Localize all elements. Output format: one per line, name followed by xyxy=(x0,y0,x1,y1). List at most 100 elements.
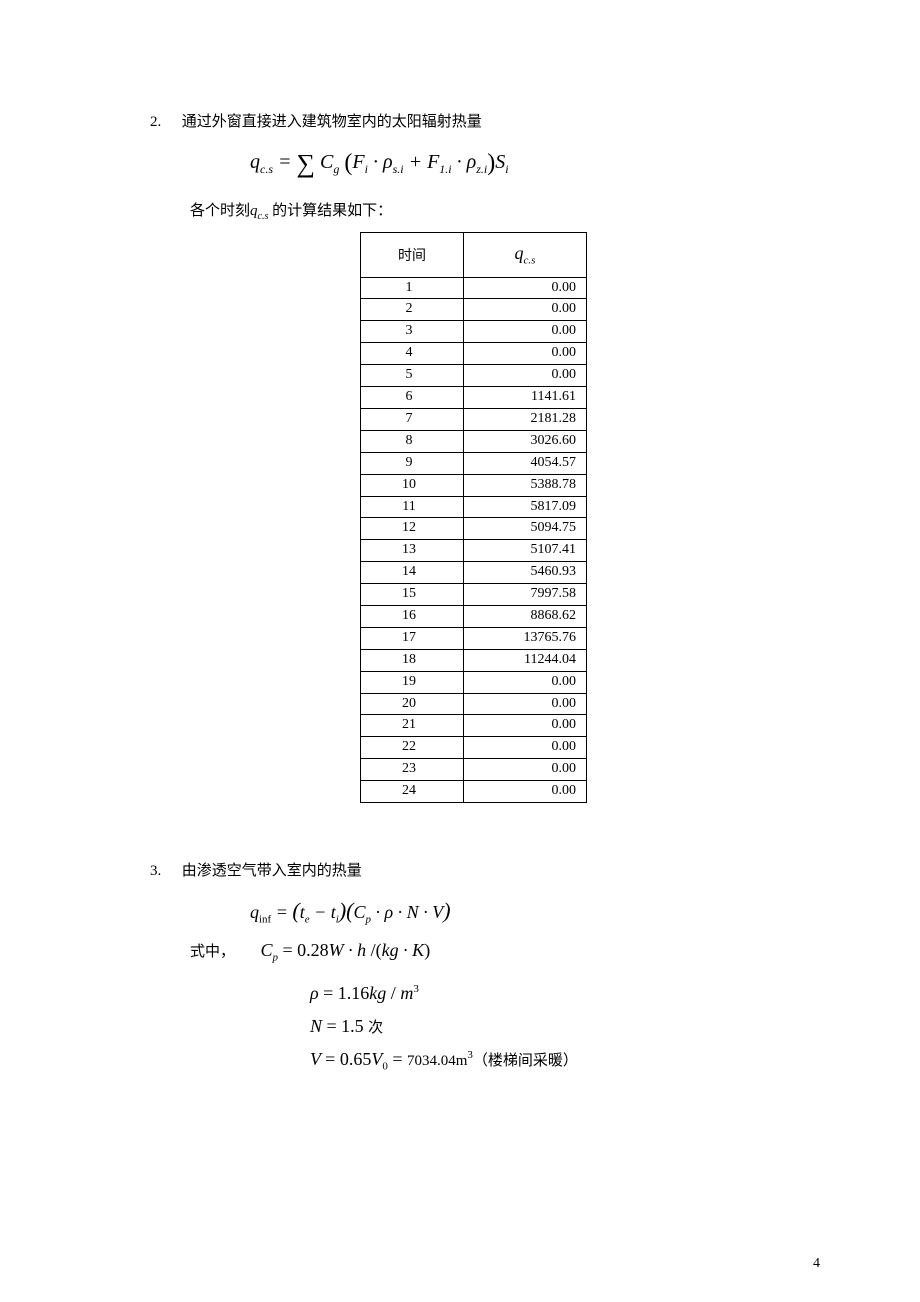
page-number: 4 xyxy=(813,1256,820,1272)
cell-time: 5 xyxy=(361,365,464,387)
cell-value: 5388.78 xyxy=(464,474,587,496)
cell-value: 0.00 xyxy=(464,759,587,781)
col-qcs-header: qc.s xyxy=(464,233,587,278)
cell-time: 17 xyxy=(361,627,464,649)
intro-var-sub: c.s xyxy=(258,211,269,222)
table-row: 61141.61 xyxy=(361,387,587,409)
cell-time: 21 xyxy=(361,715,464,737)
cell-value: 0.00 xyxy=(464,365,587,387)
cell-time: 15 xyxy=(361,584,464,606)
cell-value: 0.00 xyxy=(464,277,587,299)
table-header-row: 时间 qc.s xyxy=(361,233,587,278)
qcs-header-var: q xyxy=(515,243,524,263)
cell-value: 5094.75 xyxy=(464,518,587,540)
cell-time: 22 xyxy=(361,737,464,759)
table-row: 168868.62 xyxy=(361,605,587,627)
section-3-number: 3. xyxy=(150,863,178,880)
table-row: 40.00 xyxy=(361,343,587,365)
table-row: 94054.57 xyxy=(361,452,587,474)
table-row: 115817.09 xyxy=(361,496,587,518)
table-row: 72181.28 xyxy=(361,408,587,430)
table-row: 220.00 xyxy=(361,737,587,759)
cell-time: 10 xyxy=(361,474,464,496)
cell-time: 13 xyxy=(361,540,464,562)
cell-time: 4 xyxy=(361,343,464,365)
cell-value: 0.00 xyxy=(464,737,587,759)
table-row: 157997.58 xyxy=(361,584,587,606)
cell-value: 8868.62 xyxy=(464,605,587,627)
intro-suffix: 的计算结果如下： xyxy=(268,203,392,219)
section-2-heading: 2. 通过外窗直接进入建筑物室内的太阳辐射热量 xyxy=(150,110,820,131)
cell-value: 0.00 xyxy=(464,321,587,343)
cell-value: 4054.57 xyxy=(464,452,587,474)
intro-prefix: 各个时刻 xyxy=(190,203,250,219)
cell-value: 2181.28 xyxy=(464,408,587,430)
section-3-heading: 3. 由渗透空气带入室内的热量 xyxy=(150,859,820,880)
cell-value: 5817.09 xyxy=(464,496,587,518)
table-row: 105388.78 xyxy=(361,474,587,496)
cell-value: 1141.61 xyxy=(464,387,587,409)
section-2-number: 2. xyxy=(150,114,178,131)
cell-value: 0.00 xyxy=(464,671,587,693)
table-row: 1713765.76 xyxy=(361,627,587,649)
cell-value: 7997.58 xyxy=(464,584,587,606)
cell-time: 24 xyxy=(361,781,464,803)
cell-value: 5107.41 xyxy=(464,540,587,562)
cell-time: 2 xyxy=(361,299,464,321)
cell-time: 19 xyxy=(361,671,464,693)
eq-rho: ρ = 1.16kg / m3 xyxy=(310,983,820,1004)
cell-value: 0.00 xyxy=(464,693,587,715)
table-row: 50.00 xyxy=(361,365,587,387)
intro-var: q xyxy=(250,203,258,219)
cell-time: 20 xyxy=(361,693,464,715)
cell-time: 8 xyxy=(361,430,464,452)
eq-cp-line: 式中， Cp = 0.28W · h /(kg · K) xyxy=(190,940,820,964)
cell-value: 5460.93 xyxy=(464,562,587,584)
cell-value: 13765.76 xyxy=(464,627,587,649)
where-label: 式中， xyxy=(190,940,256,961)
cell-time: 6 xyxy=(361,387,464,409)
cell-value: 0.00 xyxy=(464,343,587,365)
cell-value: 0.00 xyxy=(464,781,587,803)
section-2-title: 通过外窗直接进入建筑物室内的太阳辐射热量 xyxy=(182,114,482,130)
table-row: 145460.93 xyxy=(361,562,587,584)
table-row: 20.00 xyxy=(361,299,587,321)
eq-v: V = 0.65V0 = 7034.04m3（楼梯间采暖） xyxy=(310,1049,820,1073)
section-3: 3. 由渗透空气带入室内的热量 qinf = (te − ti)(Cp · ρ … xyxy=(150,859,820,1073)
cell-value: 3026.60 xyxy=(464,430,587,452)
formula-qcs: qc.s = ∑ Cg (Fi · ρs.i + F1.i · ρz.i)Si xyxy=(250,149,820,179)
table-body: 10.0020.0030.0040.0050.0061141.6172181.2… xyxy=(361,277,587,802)
cell-value: 0.00 xyxy=(464,715,587,737)
cell-time: 23 xyxy=(361,759,464,781)
section-3-title: 由渗透空气带入室内的热量 xyxy=(182,863,362,879)
table-row: 240.00 xyxy=(361,781,587,803)
table-row: 200.00 xyxy=(361,693,587,715)
table-row: 125094.75 xyxy=(361,518,587,540)
cell-time: 3 xyxy=(361,321,464,343)
table-row: 10.00 xyxy=(361,277,587,299)
cell-time: 14 xyxy=(361,562,464,584)
cell-time: 11 xyxy=(361,496,464,518)
cell-value: 11244.04 xyxy=(464,649,587,671)
cell-time: 1 xyxy=(361,277,464,299)
table-row: 1811244.04 xyxy=(361,649,587,671)
table-intro: 各个时刻qc.s 的计算结果如下： xyxy=(190,199,820,222)
eq-cp: Cp = 0.28W · h /(kg · K) xyxy=(261,940,431,960)
eq-n: N = 1.5 次 xyxy=(310,1016,820,1037)
cell-time: 12 xyxy=(361,518,464,540)
table-row: 230.00 xyxy=(361,759,587,781)
table-row: 210.00 xyxy=(361,715,587,737)
table-row: 190.00 xyxy=(361,671,587,693)
cell-time: 18 xyxy=(361,649,464,671)
page-content: 2. 通过外窗直接进入建筑物室内的太阳辐射热量 qc.s = ∑ Cg (Fi … xyxy=(0,0,920,1119)
cell-value: 0.00 xyxy=(464,299,587,321)
col-time-header: 时间 xyxy=(361,233,464,278)
table-row: 83026.60 xyxy=(361,430,587,452)
eq-qinf: qinf = (te − ti)(Cp · ρ · N · V) xyxy=(250,898,820,926)
cell-time: 16 xyxy=(361,605,464,627)
qcs-header-sub: c.s xyxy=(524,255,536,267)
cell-time: 9 xyxy=(361,452,464,474)
cell-time: 7 xyxy=(361,408,464,430)
table-row: 135107.41 xyxy=(361,540,587,562)
table-row: 30.00 xyxy=(361,321,587,343)
